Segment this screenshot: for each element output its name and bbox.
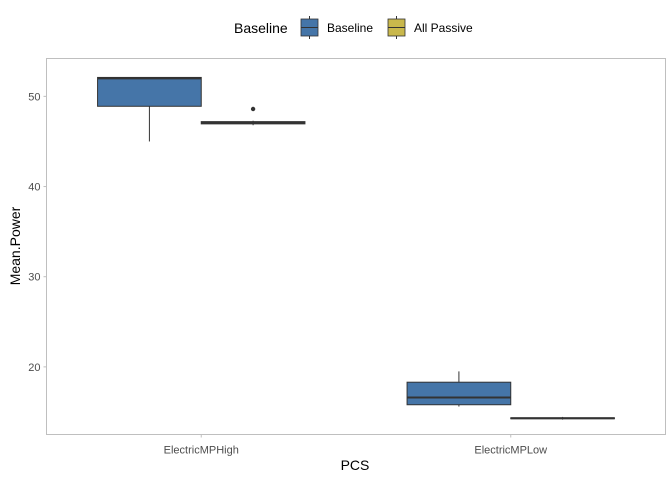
legend-label-all-passive: All Passive — [414, 21, 473, 35]
box-group — [200, 106, 306, 126]
y-axis-title: Mean.Power — [7, 206, 23, 285]
x-tick-label: ElectricMPHigh — [164, 445, 239, 457]
outlier-point — [250, 106, 256, 112]
box-group — [406, 371, 512, 407]
legend-title: Baseline — [234, 20, 288, 36]
y-tick-label: 50 — [28, 91, 40, 103]
legend-label-baseline: Baseline — [327, 21, 373, 35]
box — [406, 381, 512, 406]
legend-key-baseline — [300, 16, 319, 39]
box-group — [510, 416, 615, 420]
boxes-layer — [97, 76, 615, 420]
x-axis: ElectricMPHigh ElectricMPLow — [164, 434, 547, 457]
plot-panel — [46, 58, 666, 435]
box-group — [97, 76, 202, 142]
x-axis-title: PCS — [341, 457, 370, 473]
x-tick-label: ElectricMPLow — [474, 445, 547, 457]
box — [97, 76, 202, 107]
y-axis: 20 30 40 50 — [28, 91, 47, 374]
y-tick-label: 20 — [28, 362, 40, 374]
y-tick-label: 30 — [28, 272, 40, 284]
legend-key-all-passive — [387, 16, 406, 39]
legend: Baseline Baseline All Passive — [234, 16, 473, 39]
y-tick-label: 40 — [28, 182, 40, 194]
